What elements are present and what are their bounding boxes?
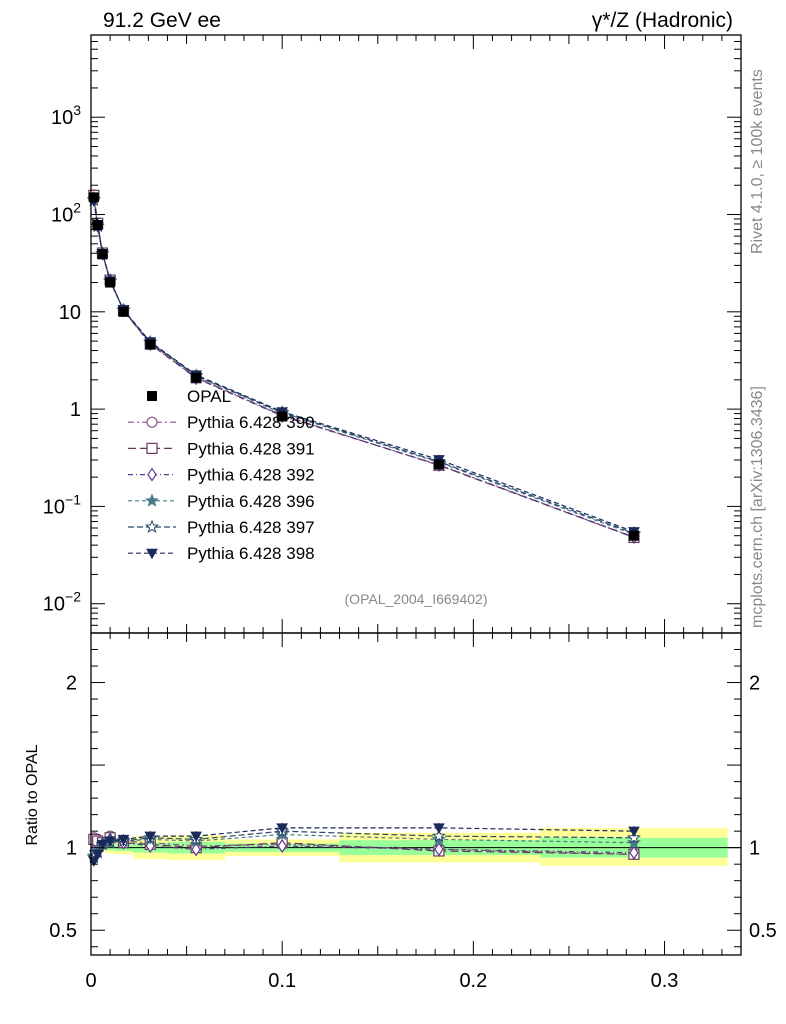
main-ytick-label-4: 102 (51, 200, 81, 227)
main-plot-series (86, 189, 641, 545)
ratio-ytick-label-right-0: 0.5 (749, 920, 777, 942)
ratio-ytick-label-right-2: 2 (749, 673, 760, 695)
ratio-point-s5-7 (276, 823, 289, 834)
xtick-label-0: 0 (85, 970, 96, 992)
ratio-point-s2-7 (277, 838, 287, 854)
legend-label-s5: Pythia 6.428 398 (187, 544, 315, 563)
legend-marker-s3 (144, 493, 160, 507)
header-right: γ*/Z (Hadronic) (592, 9, 733, 32)
main-ytick-label-5: 103 (51, 102, 81, 129)
legend-marker-opal (147, 391, 157, 401)
ratio-ytick-label-right-1: 1 (749, 838, 760, 860)
ratio-point-s5-3 (104, 836, 116, 848)
analysis-watermark: (OPAL_2004_I669402) (345, 591, 488, 607)
main-line-s5 (93, 200, 635, 533)
legend-label-opal: OPAL (187, 387, 231, 406)
mcplots-label: mcplots.cern.ch [arXiv:1306.3436] (749, 386, 766, 628)
legend-marker-s2 (147, 467, 157, 482)
ratio-point-s5-9 (628, 826, 640, 838)
legend-marker-s0 (146, 416, 158, 428)
ratio-point-s5-1 (91, 849, 104, 861)
ratio-plot-series (86, 822, 641, 867)
legend-marker-s1 (146, 442, 158, 454)
ratio-point-s5-5 (144, 831, 157, 843)
legend: OPAL Pythia 6.428 390 Pythia 6.428 391 Pyth… (128, 387, 315, 563)
main-line-s0 (93, 194, 635, 538)
xtick-label-3: 0.3 (651, 970, 679, 992)
main-line-s4 (93, 199, 635, 534)
ratio-point-s2-6 (191, 842, 201, 857)
ratio-point-s2-9 (629, 845, 639, 860)
ratio-point-s5-2 (96, 839, 109, 851)
opal-point-5 (145, 339, 156, 350)
legend-label-s3: Pythia 6.428 396 (187, 492, 315, 511)
opal-point-2 (97, 249, 108, 260)
main-ytick-label-1: 10−1 (43, 491, 81, 518)
opal-point-6 (191, 372, 202, 383)
ratio-point-s5-4 (117, 834, 130, 846)
ratio-point-s5-6 (190, 831, 202, 843)
ratio-ytick-label-left-1: 1 (66, 838, 77, 860)
main-line-s3 (93, 199, 635, 536)
opal-point-9 (628, 530, 639, 541)
main-ytick-label-0: 10−2 (43, 589, 81, 616)
opal-point-7 (277, 411, 288, 422)
main-line-s2 (93, 198, 635, 538)
legend-label-s1: Pythia 6.428 391 (187, 439, 315, 458)
ratio-point-s4-9 (626, 830, 641, 844)
opal-point-0 (88, 192, 99, 203)
opal-point-4 (118, 306, 129, 317)
legend-marker-s5 (146, 548, 158, 560)
legend-label-s0: Pythia 6.428 390 (187, 413, 315, 432)
main-ytick-label-2: 1 (70, 399, 81, 421)
header-left: 91.2 GeV ee (103, 9, 221, 32)
ratio-ytick-label-left-2: 2 (66, 673, 77, 695)
ratio-y-axis-label: Ratio to OPAL (24, 744, 41, 845)
ratio-point-s5-8 (433, 823, 445, 834)
ratio-ytick-label-left-0: 0.5 (49, 920, 77, 942)
legend-label-s4: Pythia 6.428 397 (187, 518, 315, 537)
legend-marker-s4 (144, 519, 160, 533)
rivet-label: Rivet 4.1.0, ≥ 100k events (749, 69, 766, 254)
ratio-point-s4-8 (431, 828, 446, 843)
opal-point-8 (433, 459, 444, 470)
opal-point-3 (105, 277, 116, 288)
main-ytick-label-3: 10 (59, 302, 81, 324)
ratio-point-s2-8 (434, 842, 444, 857)
legend-label-s2: Pythia 6.428 392 (187, 466, 315, 485)
main-line-s1 (93, 195, 635, 538)
ratio-plot-frame (90, 632, 742, 956)
xtick-label-1: 0.1 (268, 970, 296, 992)
opal-point-1 (92, 220, 103, 231)
xtick-label-2: 0.2 (459, 970, 487, 992)
